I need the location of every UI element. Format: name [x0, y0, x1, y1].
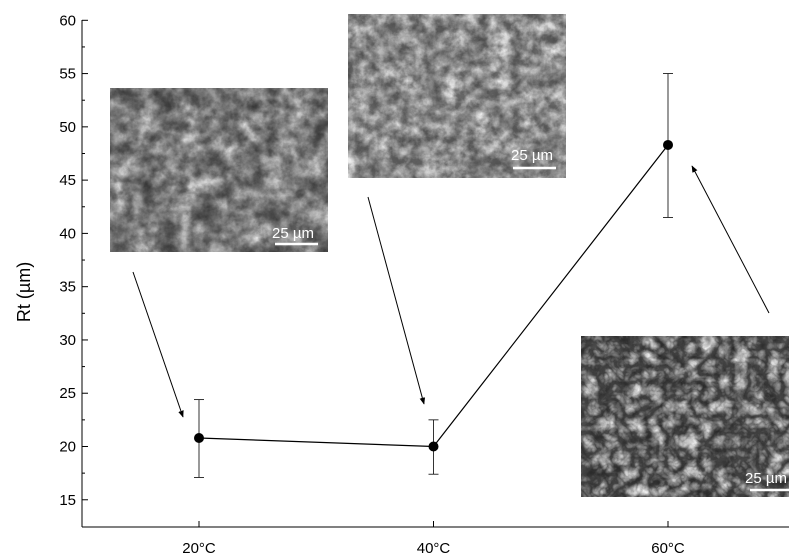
y-tick-label-25: 25: [59, 385, 76, 402]
sem-inset-60c: 25 µm: [581, 336, 789, 497]
y-tick-label-15: 15: [59, 492, 76, 509]
y-ticks: 15 20 25 30 35 40 45 50 55 60: [59, 12, 88, 509]
x-tick-label-20: 20°C: [182, 540, 216, 557]
y-tick-label-55: 55: [59, 66, 76, 83]
data-point-20: [194, 432, 204, 443]
y-tick-label-20: 20: [59, 439, 76, 456]
scale-label-40c: 25 µm: [511, 147, 553, 164]
x-tick-label-40: 40°C: [417, 540, 451, 557]
data-point-40: [428, 441, 439, 452]
y-tick-label-40: 40: [59, 225, 76, 242]
y-tick-label-45: 45: [59, 172, 76, 189]
arrow-to-20c: [132, 271, 184, 418]
sem-inset-20c: 25 µm: [110, 88, 328, 252]
scale-label-60c: 25 µm: [745, 470, 787, 487]
y-tick-label-50: 50: [59, 119, 76, 136]
y-tick-label-60: 60: [59, 12, 76, 29]
x-tick-label-60: 60°C: [651, 540, 685, 557]
sem-inset-40c: 25 µm: [348, 14, 566, 178]
arrow-to-60c: [691, 165, 770, 314]
series-layer: [194, 73, 673, 478]
scale-label-20c: 25 µm: [272, 225, 314, 242]
x-ticks: 20°C 40°C 60°C: [182, 521, 685, 557]
data-point-60: [663, 139, 673, 150]
y-tick-label-35: 35: [59, 279, 76, 296]
arrow-to-40c: [367, 196, 426, 405]
y-tick-label-30: 30: [59, 332, 76, 349]
y-axis-title: Rt (µm): [14, 262, 34, 322]
